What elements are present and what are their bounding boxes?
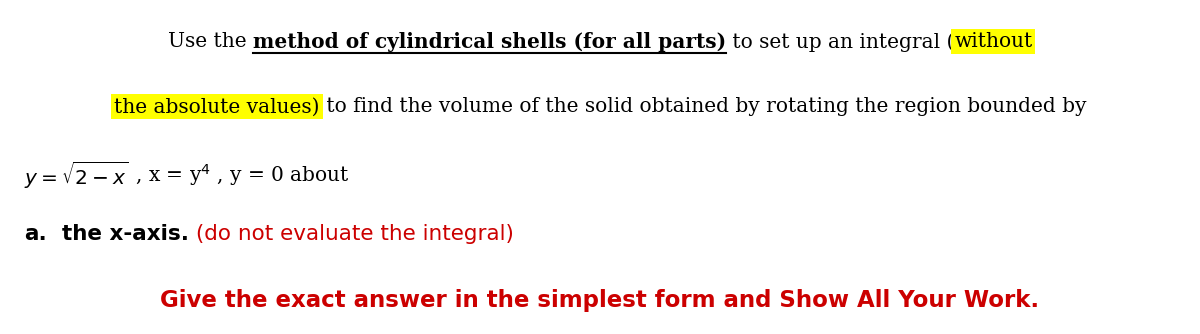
Text: (do not evaluate the integral): (do not evaluate the integral) (188, 224, 514, 244)
Text: Use the: Use the (168, 32, 253, 51)
Text: , x = y$^4$ , y = 0 about: , x = y$^4$ , y = 0 about (128, 162, 349, 188)
Text: without: without (954, 32, 1032, 51)
Text: Give the exact answer in the simplest form and Show All Your Work.: Give the exact answer in the simplest fo… (161, 289, 1039, 312)
Text: the absolute values): the absolute values) (114, 98, 319, 116)
Text: to find the volume of the solid obtained by rotating the region bounded by: to find the volume of the solid obtained… (319, 98, 1086, 116)
Text: $y = \sqrt{2-x}$: $y = \sqrt{2-x}$ (24, 160, 128, 191)
Text: the x-axis.: the x-axis. (47, 224, 188, 244)
Text: method of cylindrical shells (for all parts): method of cylindrical shells (for all pa… (253, 32, 726, 52)
Text: to set up an integral (: to set up an integral ( (726, 32, 954, 51)
Text: a.: a. (24, 224, 47, 244)
